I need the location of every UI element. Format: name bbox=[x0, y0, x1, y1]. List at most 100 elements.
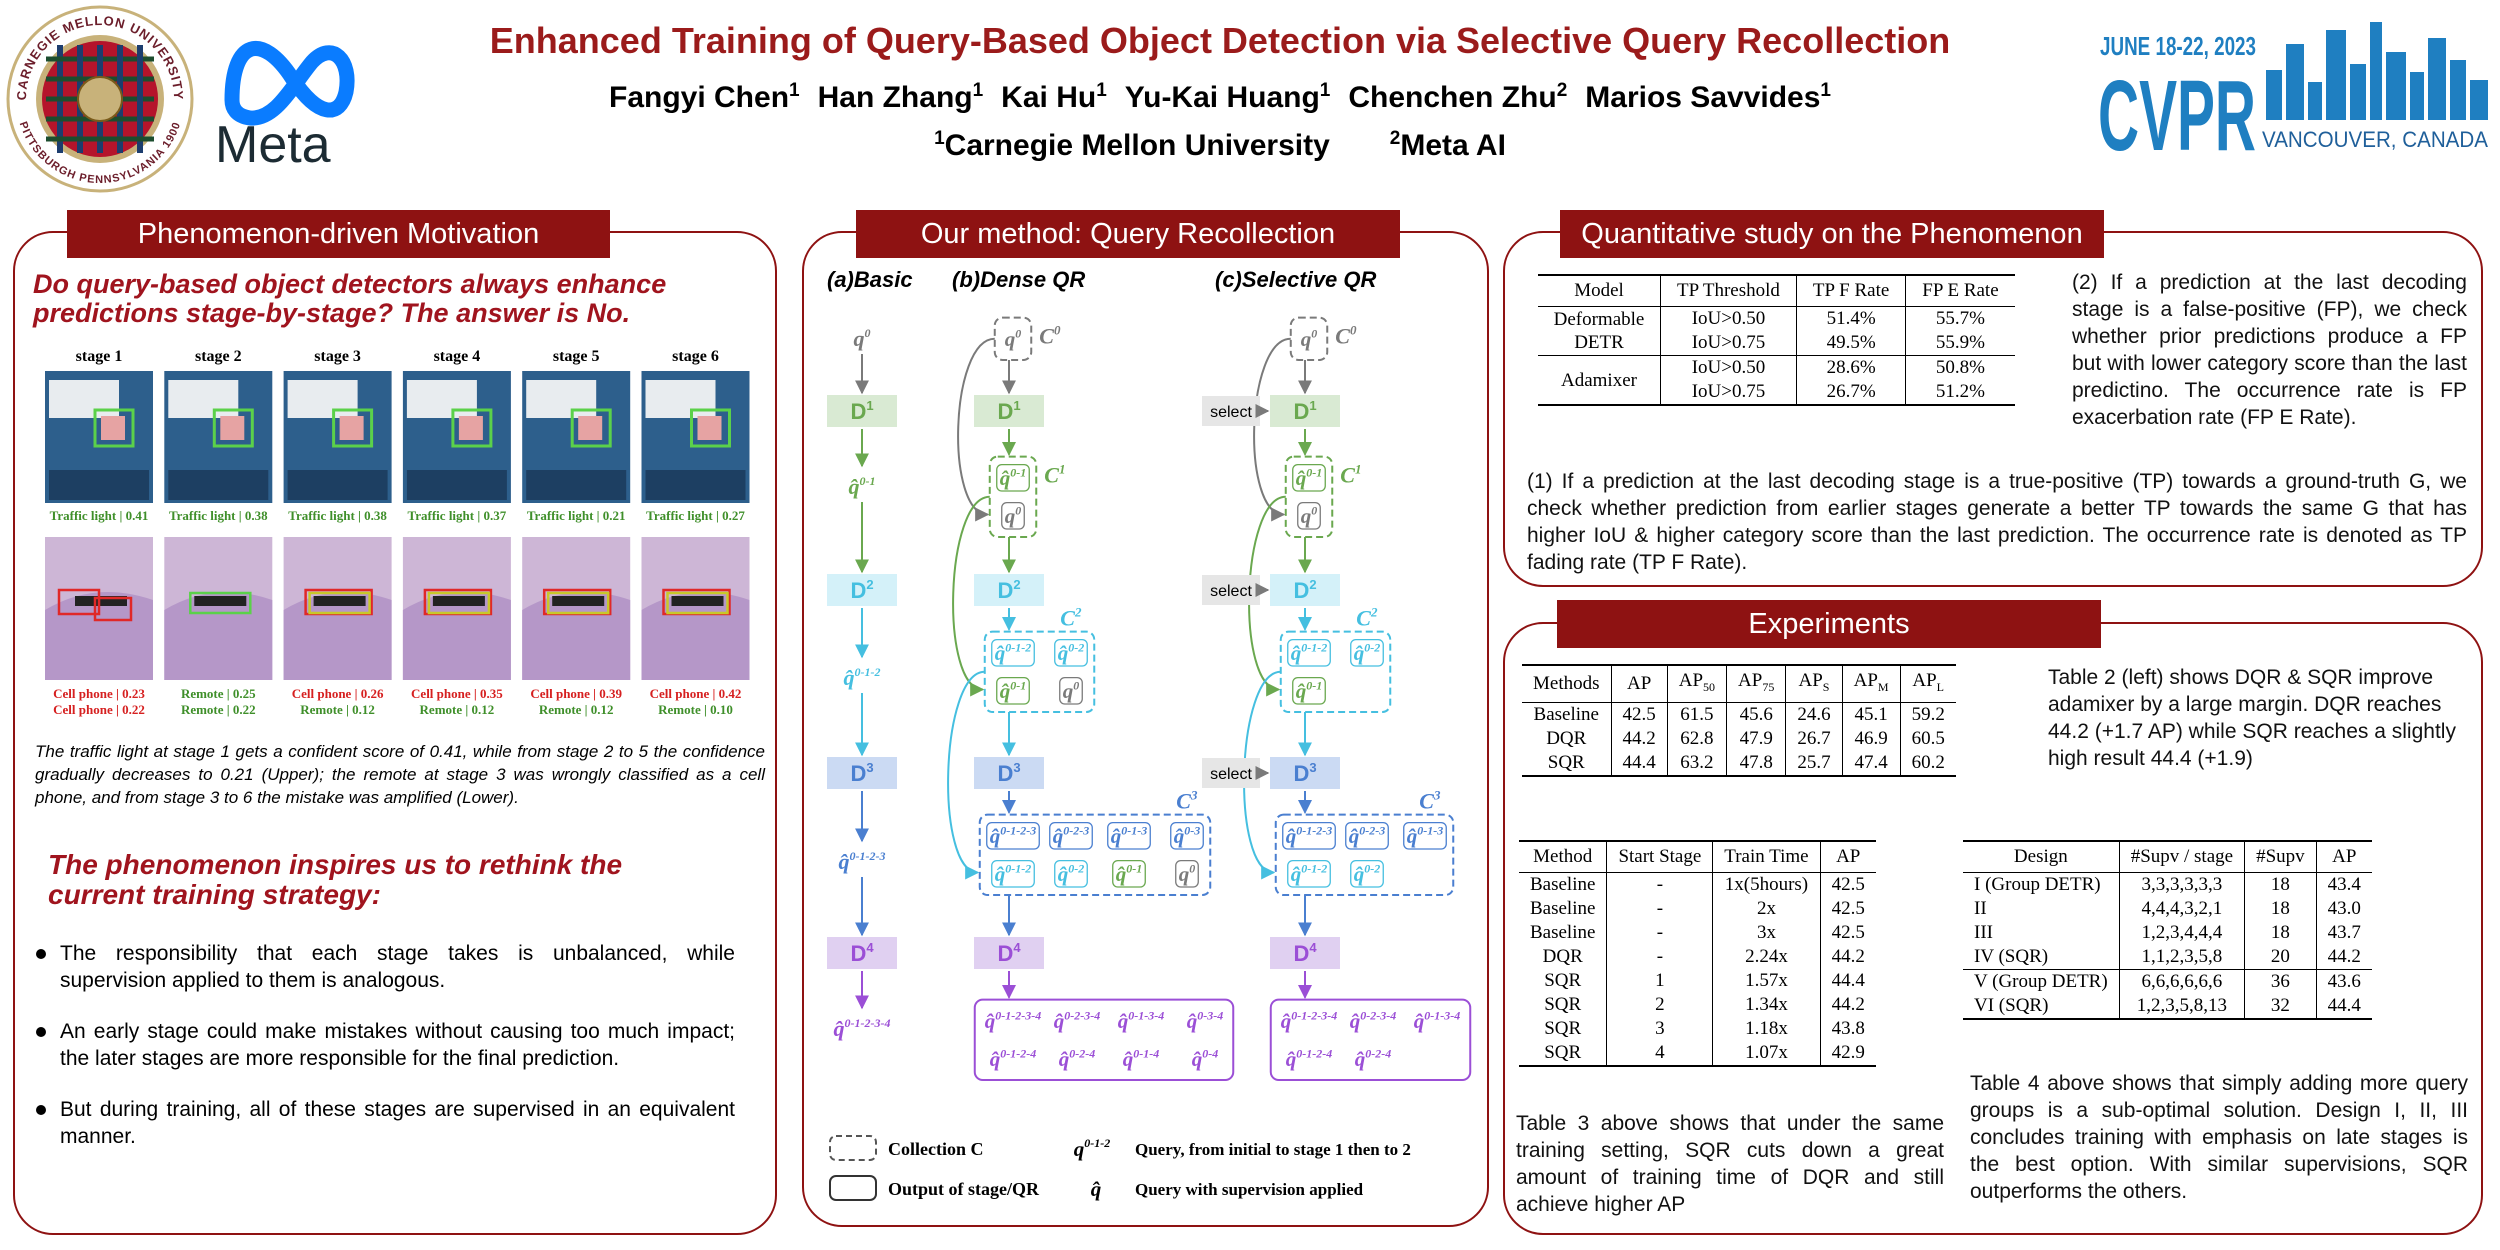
question: Do query-based object detectors always e… bbox=[33, 269, 667, 328]
author-affil: 1 bbox=[789, 80, 800, 101]
affiliation: 2Meta AI bbox=[1390, 128, 1506, 162]
table-cell: - bbox=[1606, 921, 1713, 945]
header-subscript: M bbox=[1877, 679, 1889, 694]
table-cell: 2x bbox=[1712, 897, 1821, 921]
table-row: DQR 44.2 62.8 47.9 26.7 46.9 60.5 bbox=[1522, 726, 1956, 751]
table-cell: 43.8 bbox=[1819, 1017, 1876, 1041]
author-name: Han Zhang bbox=[817, 81, 973, 114]
header-text: AP bbox=[1678, 670, 1704, 691]
table-cell: 51.4% bbox=[1795, 306, 1906, 331]
column-header: AP bbox=[1610, 665, 1668, 703]
column-header: FP E Rate bbox=[1905, 275, 2015, 307]
header-text: AP bbox=[1798, 670, 1823, 691]
lower-caption: Cell phone | 0.42 bbox=[649, 686, 742, 701]
table-cell: 18 bbox=[2244, 897, 2317, 921]
skyline-building bbox=[2386, 52, 2406, 120]
table-row: VI (SQR) 1,2,3,5,8,13 32 44.4 bbox=[1963, 994, 2372, 1019]
table-cell: 4 bbox=[1606, 1041, 1713, 1066]
column-header: Design bbox=[1963, 841, 2120, 873]
seal-inner-ring bbox=[36, 35, 164, 163]
table-row: IV (SQR) 1,1,2,3,5,8 20 44.2 bbox=[1963, 945, 2372, 970]
data-table: Design #Supv / stage #Supv AP I (Group DETR)… bbox=[1963, 840, 2372, 1020]
header-text: AP bbox=[1738, 670, 1763, 691]
header-row: Methods AP AP50 AP75 APS APM APL bbox=[1522, 665, 1956, 703]
header-subscript: S bbox=[1822, 679, 1830, 694]
stage-label: stage 4 bbox=[433, 348, 481, 365]
skyline-building bbox=[2286, 44, 2304, 120]
data-table: Method Start Stage Train Time AP Baseline -1x… bbox=[1519, 840, 1876, 1067]
table-row: Adamixer IoU>0.50 28.6% 50.8% bbox=[1538, 355, 2015, 405]
stage-label: stage 6 bbox=[672, 348, 719, 365]
section-heading: Experiments bbox=[1557, 600, 2101, 648]
lower-caption: Remote | 0.22 bbox=[180, 702, 256, 717]
seal-center bbox=[42, 41, 158, 157]
table-cell: 1,1,2,3,5,8 bbox=[2118, 945, 2245, 970]
author: Marios Savvides1 bbox=[1585, 80, 1831, 114]
paragraph: Table 2 (left) shows DQR & SQR improve a… bbox=[2048, 666, 2456, 770]
table-cell: 55.9% bbox=[1905, 331, 2015, 356]
table-cell: 18 bbox=[2244, 872, 2317, 897]
stage-label: stage 5 bbox=[552, 348, 600, 365]
upper-caption: Traffic light | 0.37 bbox=[407, 508, 507, 523]
table-row: SQR 1 1.57x 44.4 bbox=[1519, 969, 1876, 993]
stage-label: stage 1 bbox=[75, 348, 123, 365]
section-heading: Quantitative study on the Phenomenon bbox=[1560, 210, 2104, 258]
column-header: Start Stage bbox=[1606, 841, 1713, 873]
table-cell: 44.4 bbox=[1819, 969, 1876, 993]
lower-caption: Remote | 0.25 bbox=[180, 686, 256, 701]
table-row: SQR 3 1.18x 43.8 bbox=[1519, 1017, 1876, 1041]
lower-caption: Remote | 0.12 bbox=[300, 702, 375, 717]
table-cell: 60.2 bbox=[1899, 750, 1956, 776]
table-cell: Baseline bbox=[1530, 922, 1596, 943]
table-cell: 43.4 bbox=[2315, 872, 2372, 897]
section-heading: Phenomenon-driven Motivation bbox=[67, 210, 610, 258]
table-cell: 47.9 bbox=[1726, 726, 1786, 751]
skyline-building bbox=[2370, 22, 2382, 120]
panel-method bbox=[802, 231, 1489, 1227]
table-cell: 49.5% bbox=[1795, 331, 1906, 356]
author: Chenchen Zhu2 bbox=[1348, 80, 1567, 114]
table-row: Baseline -3x 42.5 bbox=[1519, 921, 1876, 945]
table-cell: - bbox=[1606, 872, 1713, 897]
table-cell: DQR bbox=[1542, 946, 1583, 967]
column-header: Methods bbox=[1522, 665, 1611, 703]
table-cell: 44.2 bbox=[1819, 945, 1876, 969]
cvpr-wordmark: CVPR bbox=[2098, 60, 2256, 172]
meta-wordmark: Meta bbox=[215, 116, 331, 174]
skyline-building bbox=[2266, 70, 2282, 120]
table-cell: 18 bbox=[2244, 921, 2317, 945]
seal-thistle bbox=[77, 76, 123, 122]
figure-caption: The traffic light at stage 1 gets a conf… bbox=[35, 742, 765, 807]
table-cell: 36 bbox=[2244, 969, 2317, 994]
table-cell: 60.5 bbox=[1899, 726, 1956, 751]
table-cell: Baseline bbox=[1533, 703, 1599, 725]
table-cell: 42.5 bbox=[1819, 921, 1876, 945]
table-cell: 42.5 bbox=[1819, 872, 1876, 897]
seal-text: CARNEGIE MELLON UNIVERSITY bbox=[14, 13, 186, 101]
table-cell: 4,4,4,3,2,1 bbox=[2118, 897, 2245, 921]
column-header: AP50 bbox=[1666, 665, 1727, 703]
table-cell: 55.7% bbox=[1905, 306, 2015, 331]
table-row: Baseline 42.5 61.5 45.6 24.6 45.1 59.2 bbox=[1522, 702, 1956, 727]
skyline-building bbox=[2428, 38, 2446, 120]
table-cell: 59.2 bbox=[1899, 702, 1956, 727]
author-name: Fangyi Chen bbox=[609, 81, 790, 114]
table-cell: Adamixer bbox=[1538, 355, 1661, 405]
subheading: The phenomenon inspires us to rethink th… bbox=[48, 849, 623, 910]
bullet-list: The responsibility that each stage takes… bbox=[30, 940, 735, 1174]
table-cell: 24.6 bbox=[1785, 702, 1843, 727]
table-cell: 46.9 bbox=[1841, 726, 1901, 751]
table-cell: IoU>0.75 bbox=[1660, 380, 1797, 405]
table-cell: 1,2,3,5,8,13 bbox=[2118, 994, 2245, 1019]
table-cell: 44.4 bbox=[1610, 750, 1668, 776]
header-subscript: 50 bbox=[1703, 679, 1716, 694]
table-cell: 1 bbox=[1606, 969, 1713, 993]
author-affil: 1 bbox=[972, 80, 984, 101]
column-header: APS bbox=[1785, 665, 1843, 703]
table-cell: 3,3,3,3,3,3 bbox=[2118, 872, 2245, 897]
author-name: Yu-Kai Huang bbox=[1124, 81, 1320, 114]
stage-label: stage 3 bbox=[314, 348, 361, 365]
column-header: #Supv bbox=[2244, 841, 2317, 873]
data-table: Methods AP AP50 AP75 APS APM APL Baseline 42.5 61… bbox=[1522, 664, 1956, 777]
